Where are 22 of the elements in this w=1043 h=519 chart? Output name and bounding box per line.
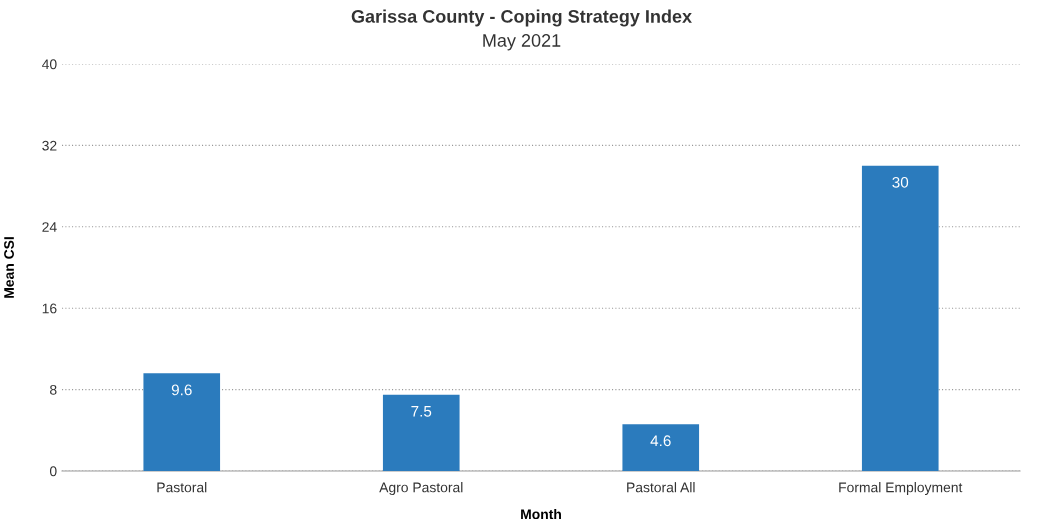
y-tick-label: 24 [42, 222, 57, 232]
y-axis-title: Mean CSI [4, 237, 14, 298]
y-tick-label: 40 [42, 59, 57, 70]
y-tick-label: 0 [49, 466, 57, 477]
y-tick-label: 8 [50, 384, 57, 395]
data-label: 4.6 [650, 435, 671, 447]
data-label: 9.6 [171, 384, 192, 396]
bar [143, 373, 221, 471]
x-axis-title: Month [521, 508, 561, 519]
data-label: 7.5 [411, 406, 432, 417]
bar [622, 424, 700, 471]
y-tick-label: 32 [42, 140, 57, 151]
data-label: 30 [892, 176, 909, 188]
x-tick-label: Formal Employment [839, 482, 963, 496]
x-tick-label: Agro Pastoral [379, 482, 463, 496]
x-tick-label: Pastoral [157, 482, 207, 493]
bar [861, 165, 939, 471]
y-tick-label: 16 [42, 303, 57, 314]
chart-subtitle: May 2021 [483, 34, 561, 51]
x-tick-label: Pastoral All [627, 482, 695, 493]
chart-title: Garissa County - Coping Strategy Index [351, 9, 692, 27]
bar [382, 394, 460, 471]
